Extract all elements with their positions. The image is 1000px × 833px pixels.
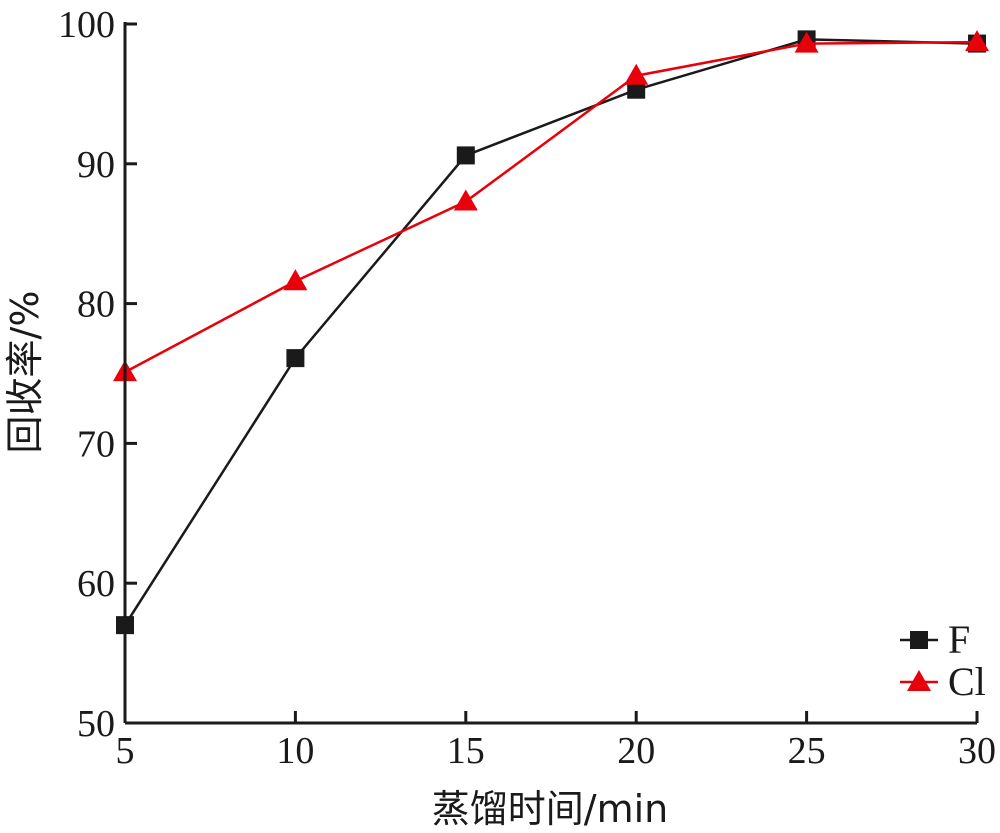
legend-item-cl: Cl [900,659,986,704]
series-cl [113,30,989,382]
legend: FCl [900,617,986,704]
x-tick-label: 15 [447,730,485,772]
data-point-f [286,349,305,368]
data-point-cl [794,31,819,53]
legend-label: Cl [948,659,986,704]
series-f [116,30,986,635]
data-point-cl [624,63,649,85]
x-tick-label: 10 [276,730,314,772]
legend-item-f: F [900,617,970,662]
legend-square-icon [910,631,928,649]
data-point-f [456,146,475,165]
y-tick-label: 80 [77,284,115,326]
legend-label: F [948,617,970,662]
x-tick-label: 30 [958,730,996,772]
y-axis-title: 回收率/% [3,291,47,454]
series-line-cl [124,40,978,374]
data-point-cl [453,189,478,211]
y-tick-label: 100 [58,4,115,46]
y-tick-label: 90 [77,144,115,186]
x-tick-label: 5 [116,730,135,772]
y-axis-ticks: 50 60 70 80 90 100 [58,4,137,745]
axes [123,22,977,725]
data-point-cl [965,30,989,52]
y-tick-label: 50 [77,703,115,745]
legend-triangle-icon [907,670,931,691]
data-point-f [627,80,646,99]
y-tick-label: 60 [77,563,115,605]
series-line-f [123,38,978,626]
x-axis-ticks: 5 10 15 20 25 30 [116,711,996,772]
plot-area [113,30,989,635]
x-tick-label: 20 [617,730,655,772]
y-tick-label: 70 [77,423,115,465]
x-tick-label: 25 [788,730,826,772]
x-axis-title: 蒸馏时间/min [432,787,668,831]
data-point-cl [283,269,308,291]
